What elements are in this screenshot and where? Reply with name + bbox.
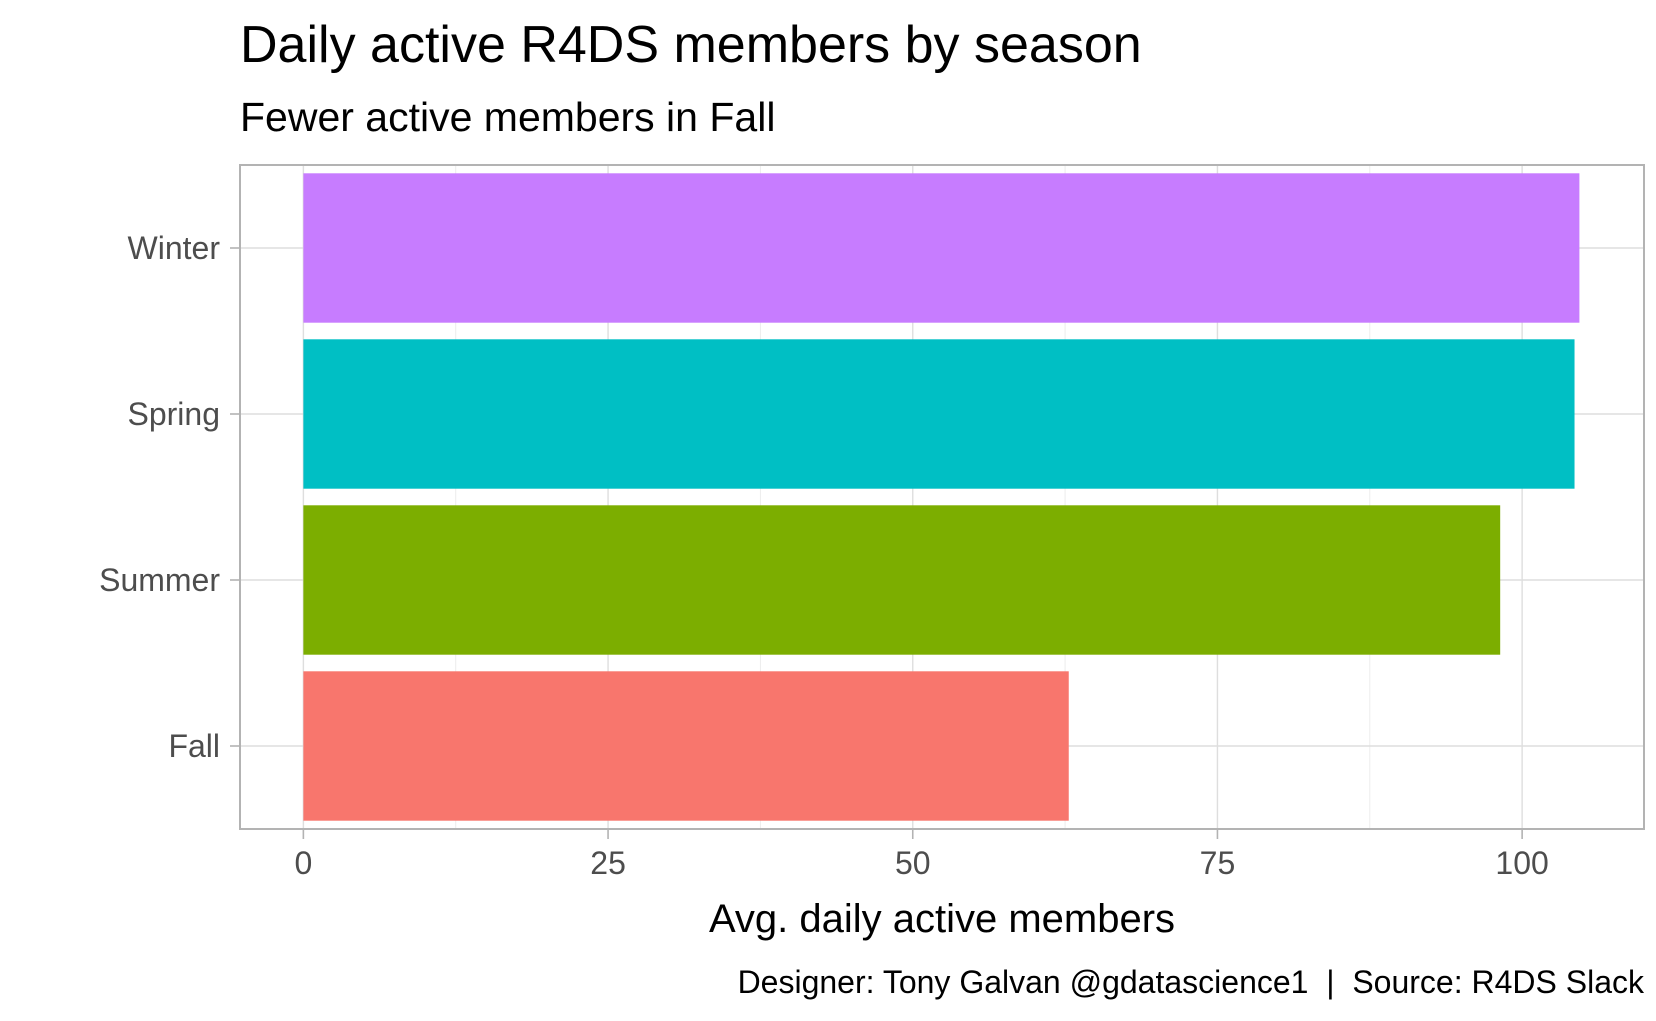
chart-title: Daily active R4DS members by season bbox=[240, 16, 1142, 74]
x-tick-label: 25 bbox=[590, 845, 626, 881]
bar-winter bbox=[303, 173, 1580, 323]
bar-fall bbox=[303, 671, 1069, 821]
y-tick-label-winter: Winter bbox=[128, 230, 221, 266]
y-tick-label-summer: Summer bbox=[99, 562, 220, 598]
y-axis: Winter Spring Summer Fall bbox=[99, 230, 240, 764]
bars-layer bbox=[303, 173, 1580, 821]
chart-subtitle: Fewer active members in Fall bbox=[240, 94, 775, 140]
panel-border bbox=[239, 164, 1645, 830]
y-tick-label-fall: Fall bbox=[168, 728, 220, 764]
chart-caption: Designer: Tony Galvan @gdatascience1 | S… bbox=[738, 964, 1645, 1000]
bar-spring bbox=[303, 339, 1575, 489]
x-axis: 0 25 50 75 100 bbox=[294, 829, 1549, 881]
x-tick-label: 0 bbox=[294, 845, 312, 881]
bar-summer bbox=[303, 505, 1501, 655]
x-tick-label: 100 bbox=[1495, 845, 1548, 881]
y-tick-label-spring: Spring bbox=[128, 396, 221, 432]
x-axis-title: Avg. daily active members bbox=[709, 897, 1175, 941]
plot-panel bbox=[239, 164, 1645, 830]
x-tick-label: 50 bbox=[895, 845, 931, 881]
x-tick-label: 75 bbox=[1200, 845, 1236, 881]
